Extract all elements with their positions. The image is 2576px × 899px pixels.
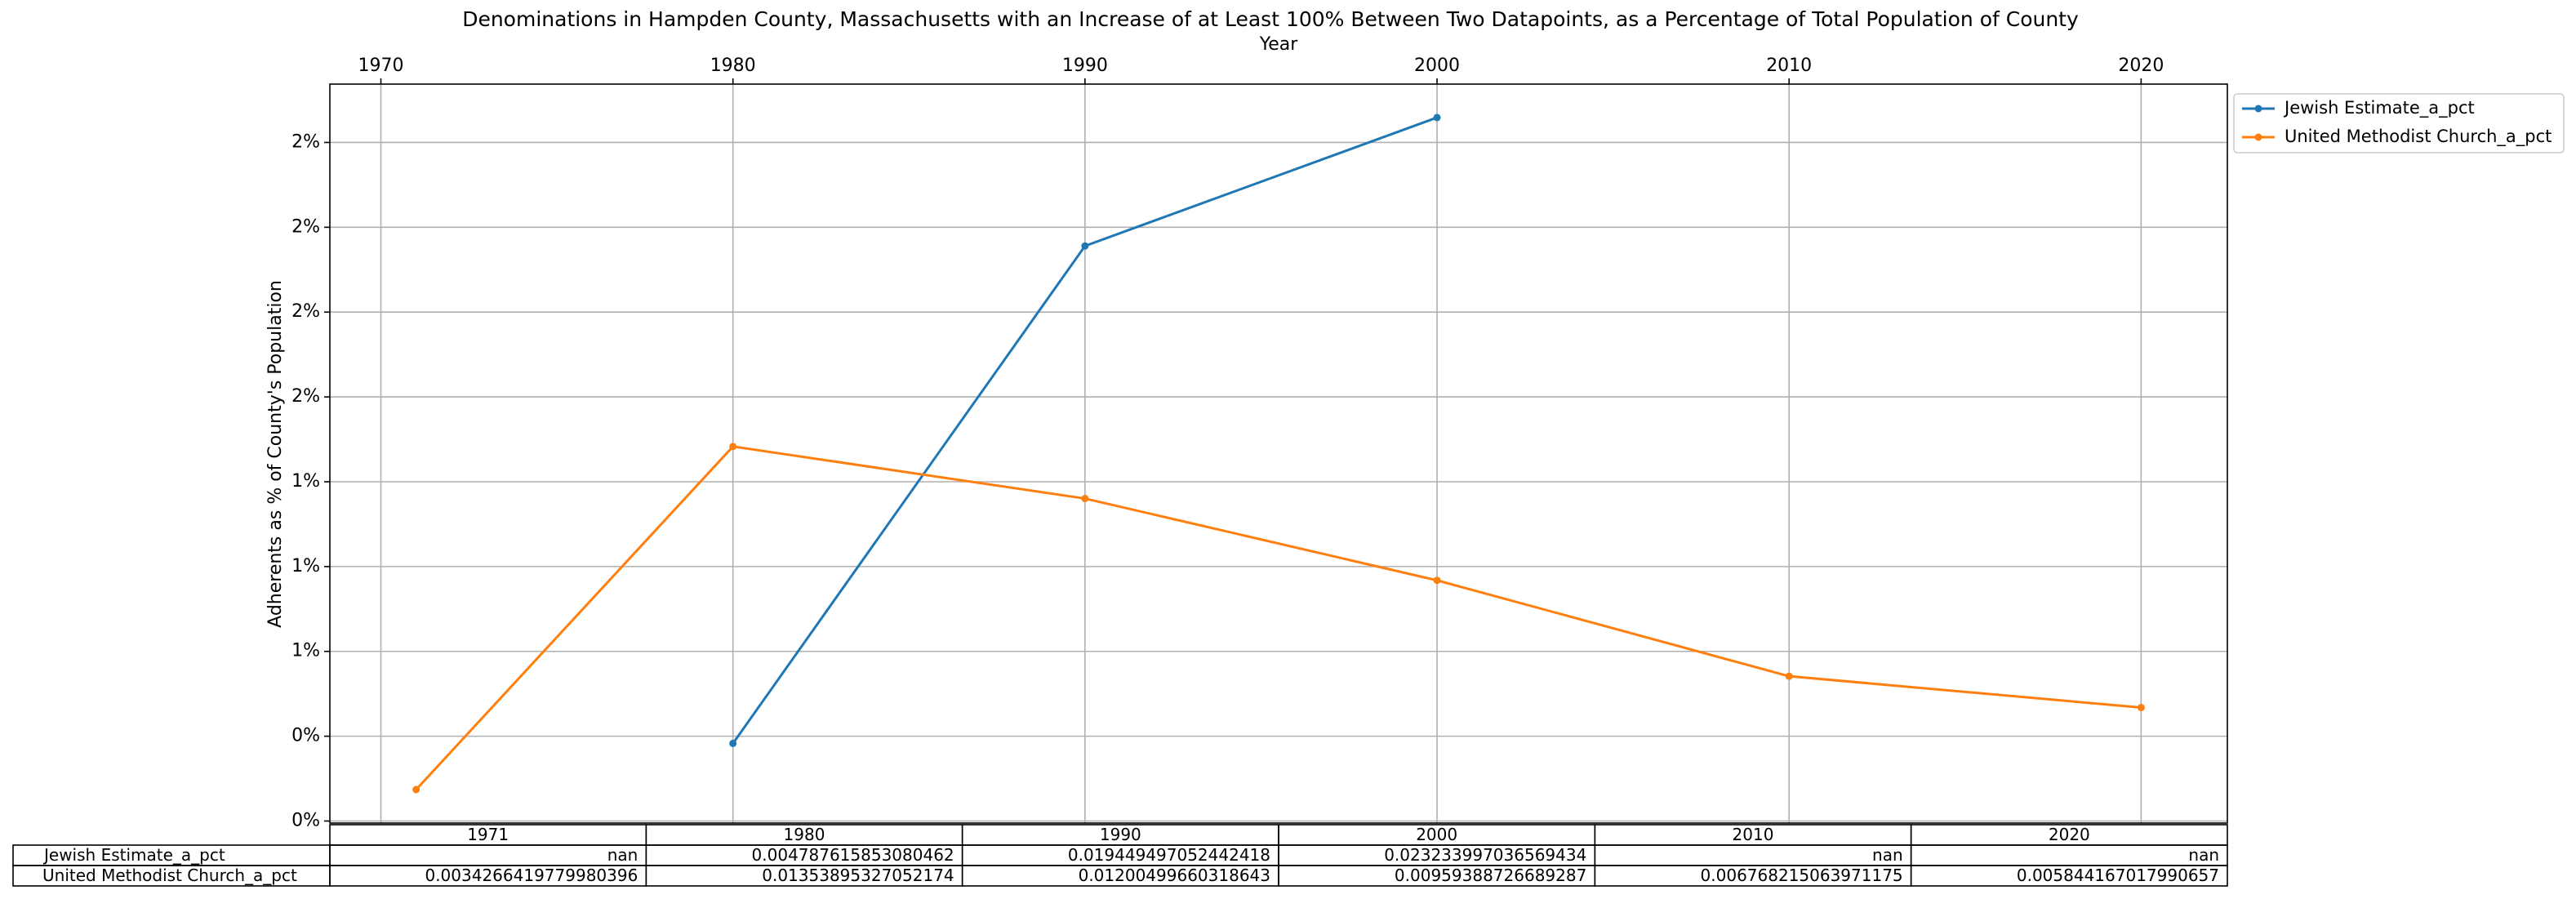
table-cell-text: nan [607,845,638,865]
plot-frame [329,83,2228,824]
x-axis-label: Year [1259,34,1299,55]
y-tick-label: 2% [291,216,320,237]
y-tick-label: 2% [291,301,320,322]
y-tick-label: 2% [291,131,320,152]
table-column-header: 2020 [2049,825,2090,844]
table-cell-text: 0.006768215063971175 [1701,866,1903,885]
point [412,786,420,794]
x-tick-label: 1970 [358,56,404,76]
x-tick-label: 1990 [1062,56,1108,76]
y-tick-label: 1% [291,641,320,661]
table-cell-text: 0.004787615853080462 [752,845,954,865]
point [2137,704,2145,712]
legend-label: Jewish Estimate_a_pct [2283,98,2475,118]
table-row-label: Jewish Estimate_a_pct [42,845,225,865]
table-cell-text: 0.01200499660318643 [1079,866,1270,885]
table-column-header: 1990 [1100,825,1141,844]
legend-label: United Methodist Church_a_pct [2285,127,2552,147]
y-tick-label: 0% [291,726,320,746]
point [1081,495,1089,503]
legend-box [2233,93,2565,154]
y-tick-label: 0% [291,811,320,831]
x-tick-label: 2020 [2118,56,2164,76]
x-tick-label: 1980 [710,56,756,76]
table-cell [1910,865,2228,887]
point [1081,242,1089,250]
table-column-header: 1980 [784,825,825,844]
table-cell-text: 0.005844167017990657 [2017,866,2219,885]
table-cell-text: nan [2188,845,2219,865]
point [1433,576,1441,585]
table-cell-text: 0.00959388726689287 [1395,866,1586,885]
legend-marker [2254,133,2262,141]
table-column-header: 2000 [1416,825,1457,844]
chart-title: Denominations in Hampden County, Massach… [462,7,2079,31]
table-cell [1910,844,2228,866]
point [1785,672,1793,680]
series-line [415,445,2142,791]
table-cell [1594,844,1912,866]
legend-marker [2254,105,2262,113]
y-tick-label: 1% [291,556,320,576]
y-tick-label: 1% [291,471,320,492]
table-row-label: United Methodist Church_a_pct [42,866,297,885]
y-tick-label: 2% [291,386,320,407]
table-column-header: 2010 [1733,825,1774,844]
table-cell-text: 0.0034266419779980396 [425,866,638,885]
point [729,739,737,747]
table-cell-text: 0.019449497052442418 [1068,845,1270,865]
y-axis-label: Adherents as % of County's Population [265,280,286,628]
point [729,443,737,451]
table-cell-text: 0.01353895327052174 [762,866,954,885]
table-cell [329,844,647,866]
table-column-header: 1971 [467,825,509,844]
x-tick-label: 2010 [1766,56,1812,76]
table-cell-text: nan [1872,845,1903,865]
x-tick-label: 2000 [1414,56,1460,76]
point [1433,113,1441,122]
table-cell-text: 0.023233997036569434 [1384,845,1586,865]
